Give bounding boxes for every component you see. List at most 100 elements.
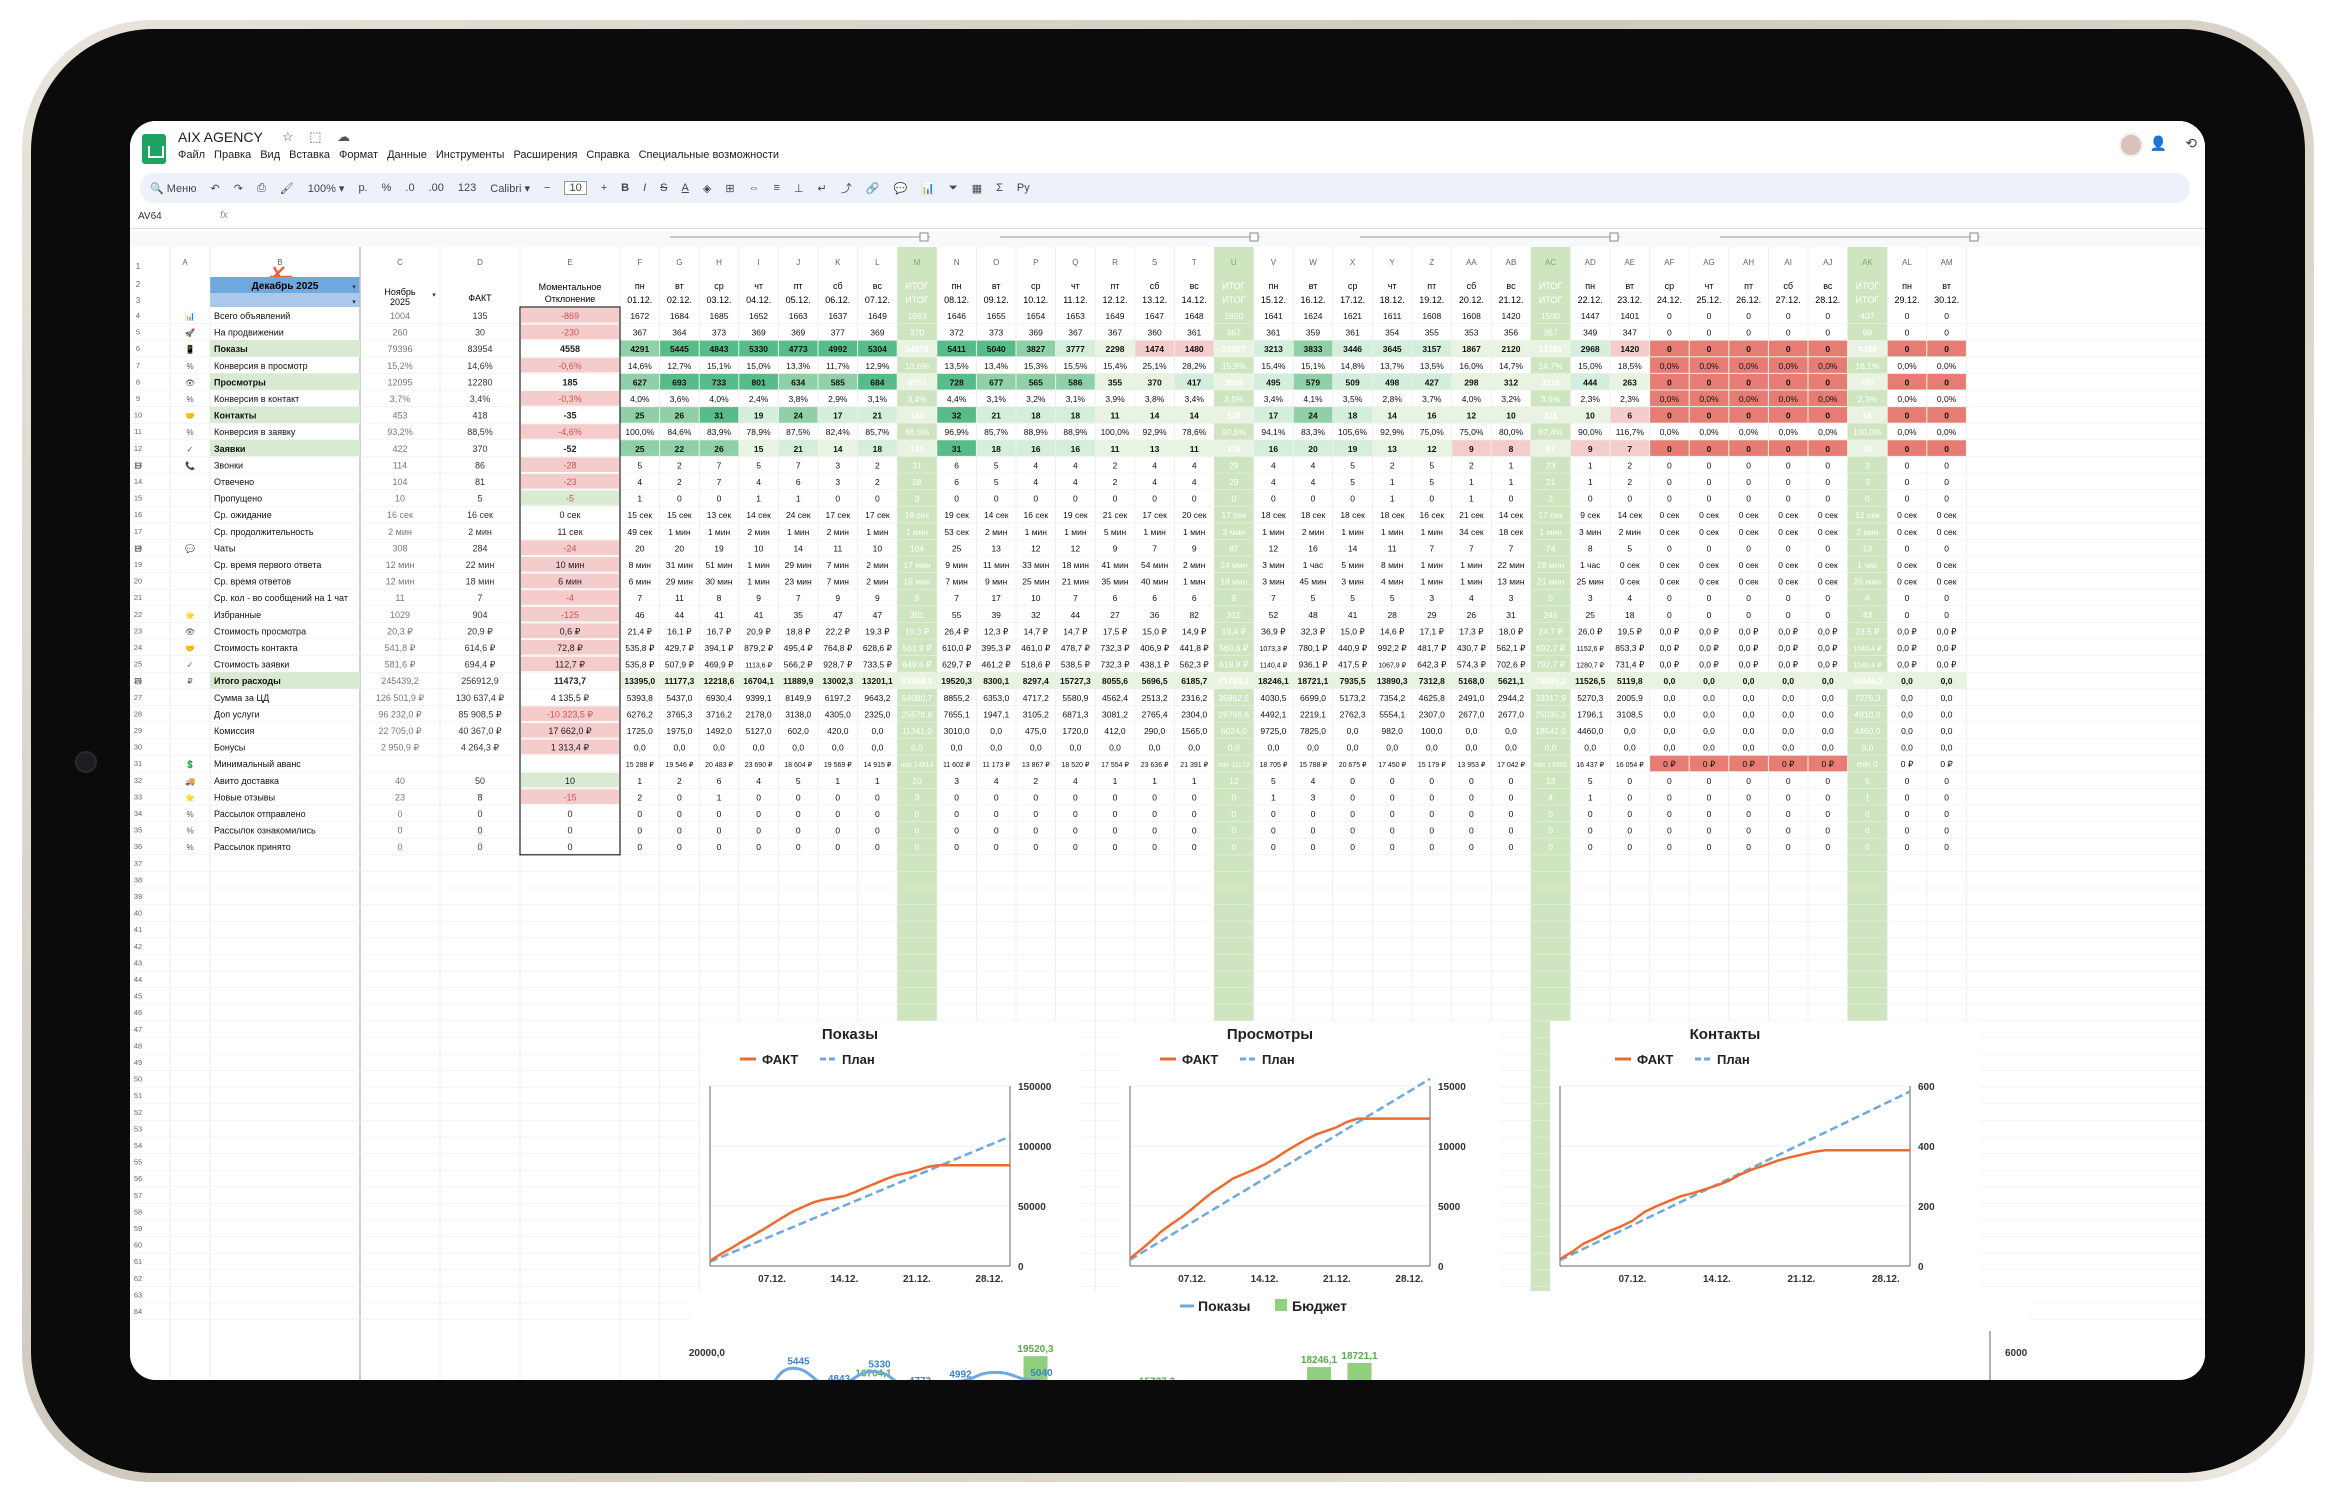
cell: 356 [1504,328,1518,338]
menu-item[interactable]: Справка [586,149,630,161]
menu-item[interactable]: Файл [178,149,206,161]
menu-item[interactable]: Правка [214,149,252,161]
chevron-down-icon[interactable]: ▾ [352,299,356,306]
row-band [210,373,360,390]
month-select[interactable] [210,277,360,293]
cell-fill [1293,407,1333,423]
cell: 6 [1627,411,1632,421]
italic-button[interactable]: I [643,182,647,194]
history-icon[interactable]: ⟲ [2185,135,2197,151]
cell: 24,7 ₽ [1538,626,1563,636]
font-size-decrease[interactable]: − [544,182,551,194]
link-icon[interactable]: 🔗 [865,182,880,195]
number-format-button[interactable]: 123 [457,182,477,194]
sheet-grid[interactable]: ABCDEFGHIJKLMNOPQRSTUVWXYZAAABACADAEAFAG… [130,231,2205,1380]
cell: 0,0 ₽ [1818,643,1838,653]
menu-item[interactable]: Формат [339,149,379,161]
cell: 0,0 [1782,726,1794,736]
star-icon[interactable]: ☆ ⬚ ☁ [282,129,357,144]
menu-item[interactable]: Данные [387,149,427,161]
cell: 0 [1905,411,1910,421]
wrap-icon[interactable]: ↵ [817,182,827,195]
cell: 0 сек [1897,527,1917,537]
cell: 19 [1348,444,1358,454]
menu-item[interactable]: Инструменты [435,149,505,161]
filter-views-icon[interactable]: ▦ [971,182,983,195]
cell: 3,4% [1185,394,1205,404]
cell: 0,0 [1624,743,1636,753]
chart-icon[interactable]: 📊 [921,182,935,195]
strikethrough-button[interactable]: S [660,182,668,194]
text-color-button[interactable]: A [681,182,689,194]
share-icon[interactable]: 👤 [2149,135,2167,151]
document-title[interactable]: AIX AGENCY [178,129,263,145]
font-size-input[interactable]: 10 [564,181,587,195]
avatar[interactable] [2119,133,2143,157]
valign-icon[interactable]: ⊥ [793,182,804,195]
group-toggle[interactable] [1249,232,1259,242]
zoom-select[interactable]: 100% ▾ [307,182,345,195]
cell: 20 675 ₽ [1339,761,1367,769]
cell: 0,0 [1703,726,1715,736]
cell: 4757 [908,377,927,387]
sheets-logo-icon[interactable] [142,134,166,164]
cell: 3 мин [1341,577,1364,587]
rotate-icon[interactable]: ⤴ [840,183,852,195]
cell: 3118 [1541,377,1560,387]
font-size-increase[interactable]: + [600,182,608,194]
paint-format-icon[interactable]: 🖌 [279,182,294,195]
align-icon[interactable]: ≡ [773,182,780,194]
cell: 9643,2 [864,693,890,703]
cell: 732,3 ₽ [1100,660,1130,670]
cell: 12,7% [667,361,692,371]
group-toggle[interactable] [1609,232,1619,242]
group-collapse-icon[interactable]: ⊟ [134,676,142,686]
group-collapse-icon[interactable]: ⊟ [134,543,142,553]
filter-select[interactable] [210,293,360,307]
cell: 702,6 ₽ [1496,660,1526,670]
redo-icon[interactable]: ↷ [233,182,243,195]
chevron-down-icon[interactable]: ▾ [352,284,356,291]
currency-format-button[interactable]: р. [358,182,368,194]
bold-button[interactable]: B [621,182,630,194]
input-tools-button[interactable]: Ру [1016,182,1030,194]
menu-item[interactable]: Вставка [289,149,331,161]
cell: 4460,0 [1854,726,1880,736]
cell: 0,0 [1545,743,1557,753]
comment-icon[interactable]: 💬 [893,182,908,195]
cell: 14 [1387,411,1397,421]
cell: 9 [756,593,761,603]
borders-icon[interactable]: ⊞ [725,182,735,195]
merge-icon[interactable]: ⇔ [748,182,760,194]
percent-format-button[interactable]: % [381,182,392,194]
group-toggle[interactable] [1969,232,1979,242]
cell: 2765,4 [1142,709,1168,719]
decrease-decimal-button[interactable]: .0 [405,182,415,194]
day-header: чт [754,281,763,291]
undo-icon[interactable]: ↶ [210,182,220,195]
search-menu-button[interactable]: 🔍 Меню [150,182,197,195]
cell: 478,7 ₽ [1061,643,1091,653]
cell: 0 [1944,543,1949,553]
cell: 24 сек [786,510,811,520]
sheet-area[interactable]: ABCDEFGHIJKLMNOPQRSTUVWXYZAAABACADAEAFAG… [130,231,2205,1380]
menu-item[interactable]: Вид [260,149,281,161]
cell: 3,5% [1343,394,1363,404]
cell: 21 [793,444,803,454]
group-collapse-icon[interactable]: ⊟ [134,460,142,470]
chevron-down-icon[interactable]: ▾ [432,292,436,299]
menu-item[interactable]: Специальные возможности [638,149,780,161]
cell: 1 [1469,494,1474,504]
menu-item[interactable]: Расширения [513,149,578,161]
filter-icon[interactable]: ⏷ [948,181,958,194]
group-toggle[interactable] [919,232,929,242]
font-select[interactable]: Calibri ▾ [490,182,531,195]
cell: 0 [1825,328,1830,338]
fill-color-icon[interactable]: ◈ [702,182,712,195]
name-box[interactable]: AV64 [138,211,162,222]
print-icon[interactable]: ⎙ [256,181,266,194]
increase-decimal-button[interactable]: .00 [428,182,444,194]
cell: 0,0 [1267,743,1279,753]
functions-button[interactable]: Σ [996,182,1003,194]
cell: 4 [1548,792,1553,802]
